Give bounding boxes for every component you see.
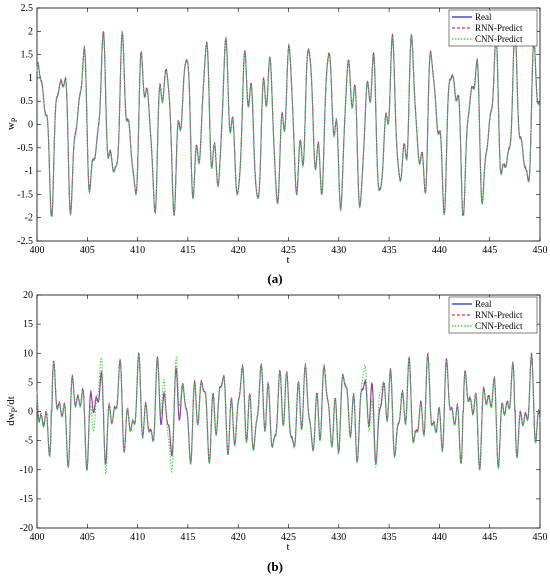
y-tick-label: 2.5 — [21, 3, 34, 14]
panel-a-caption: (a) — [267, 271, 282, 286]
y-tick-label: -2.5 — [17, 236, 33, 247]
panel-b-ticks: 400 405 410 415 420 425 430 435 440 445 450 -20 -15 -… — [20, 290, 548, 543]
panel-b-y-axis-label-suffix: /dt — [5, 396, 17, 408]
panel-b-caption: (b) — [267, 559, 283, 574]
series-cnn-predict — [36, 353, 541, 475]
x-tick-label: 405 — [80, 532, 95, 543]
y-tick-label: -15 — [20, 494, 33, 505]
legend-cnn-label: CNN-Predict — [475, 34, 523, 44]
x-tick-label: 415 — [180, 532, 195, 543]
x-tick-label: 440 — [432, 245, 447, 256]
panel-a-y-axis-label-sub: P — [10, 117, 19, 122]
y-tick-label: -2 — [25, 213, 33, 224]
x-tick-label: 430 — [331, 532, 346, 543]
y-tick-label: 20 — [23, 290, 33, 301]
x-tick-label: 445 — [482, 245, 497, 256]
series-cnn-predict — [36, 32, 541, 217]
panel-b-legend: Real RNN-Predict CNN-Predict — [448, 296, 538, 334]
panel-b-y-axis-label-main: dw — [5, 412, 17, 426]
panel-b-y-axis-label: dwP/dt — [5, 396, 19, 426]
y-tick-label: 5 — [28, 377, 33, 388]
x-tick-label: 405 — [80, 245, 95, 256]
y-tick-label: 2 — [28, 26, 33, 37]
legend-rnn-label: RNN-Predict — [475, 23, 523, 33]
y-tick-label: 10 — [23, 348, 33, 359]
x-tick-label: 450 — [533, 532, 548, 543]
x-tick-label: 415 — [180, 245, 195, 256]
y-tick-label: -5 — [25, 436, 33, 447]
legend-cnn-label: CNN-Predict — [475, 321, 523, 331]
y-tick-label: 0 — [28, 407, 33, 418]
y-tick-label: -0.5 — [17, 143, 33, 154]
y-tick-label: -1 — [25, 166, 33, 177]
y-tick-label: -10 — [20, 465, 33, 476]
x-tick-label: 425 — [281, 532, 296, 543]
x-tick-label: 450 — [533, 245, 548, 256]
panel-a-legend: Real RNN-Predict CNN-Predict — [448, 9, 538, 47]
x-tick-label: 420 — [231, 245, 246, 256]
x-tick-label: 425 — [281, 245, 296, 256]
y-tick-label: 0 — [28, 120, 33, 131]
x-tick-label: 440 — [432, 532, 447, 543]
x-tick-label: 400 — [30, 532, 45, 543]
x-tick-label: 445 — [482, 532, 497, 543]
x-tick-label: 435 — [382, 245, 397, 256]
legend-rnn-label: RNN-Predict — [475, 310, 523, 320]
x-tick-label: 435 — [382, 532, 397, 543]
y-tick-label: 1.5 — [21, 50, 34, 61]
y-tick-label: 1 — [28, 73, 33, 84]
panel-a-y-axis-label-main: w — [5, 122, 17, 130]
panel-a-series — [36, 30, 541, 217]
y-tick-label: 15 — [23, 319, 33, 330]
panel-b-chart: 400 405 410 415 420 425 430 435 440 445 450 -20 -15 -… — [5, 290, 548, 574]
panel-b-series — [36, 351, 541, 475]
legend-real-label: Real — [475, 12, 492, 22]
x-tick-label: 410 — [130, 245, 145, 256]
x-tick-label: 410 — [130, 532, 145, 543]
y-tick-label: -20 — [20, 523, 33, 534]
panel-b-y-axis-label-sub: P — [10, 407, 19, 412]
panel-a-y-axis-label: wP — [5, 117, 19, 130]
series-rnn-predict — [36, 351, 541, 469]
x-tick-label: 420 — [231, 532, 246, 543]
y-tick-label: 0.5 — [21, 96, 34, 107]
x-tick-label: 430 — [331, 245, 346, 256]
panel-a-ticks: 400 405 410 415 420 425 430 435 440 445 450 -2.5 -2 -… — [17, 3, 547, 256]
panel-b-x-axis-label: t — [286, 541, 289, 553]
x-tick-label: 400 — [30, 245, 45, 256]
y-tick-label: -1.5 — [17, 189, 33, 200]
panel-a-chart: 400 405 410 415 420 425 430 435 440 445 450 -2.5 -2 -… — [5, 3, 548, 286]
panel-a-x-axis-label: t — [286, 254, 289, 266]
legend-real-label: Real — [475, 299, 492, 309]
series-rnn-predict — [36, 30, 541, 215]
